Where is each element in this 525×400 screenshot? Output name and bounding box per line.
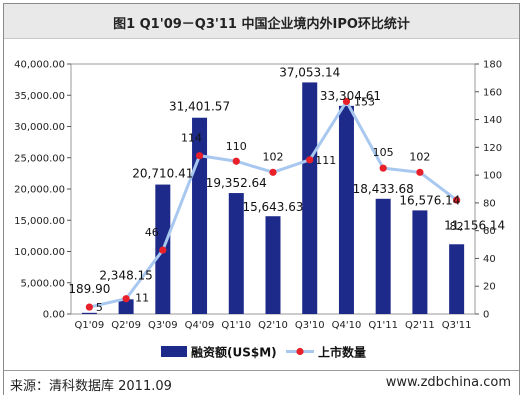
x-axis-category-label: Q4'10	[332, 320, 362, 331]
ipo-count-label: 102	[409, 150, 430, 163]
right-axis-tick-label: 40	[483, 254, 496, 265]
left-axis-tick-label: 15,000.00	[14, 216, 65, 227]
right-axis-tick-label: 80	[483, 198, 496, 209]
ipo-count-marker	[453, 196, 461, 204]
bar-funding	[265, 216, 281, 314]
ipo-count-marker	[159, 246, 167, 254]
bar-value-label: 20,710.41	[132, 167, 193, 181]
ipo-count-marker	[122, 295, 130, 303]
bar-funding	[375, 198, 391, 314]
ipo-count-label: 110	[226, 140, 247, 153]
bar-funding	[412, 210, 428, 314]
site-url: www.zdbchina.com	[385, 375, 511, 390]
legend-swatch-funding	[161, 346, 187, 357]
right-axis-tick-label: 60	[483, 226, 496, 237]
ipo-count-label: 111	[315, 154, 336, 167]
left-axis-tick-label: 0.00	[43, 310, 65, 321]
ipo-count-marker	[416, 168, 424, 176]
right-axis-tick-label: 20	[483, 282, 496, 293]
x-axis-category-label: Q2'11	[405, 320, 435, 331]
x-axis-category-label: Q4'09	[185, 320, 215, 331]
left-axis-tick-label: 35,000.00	[14, 91, 65, 102]
bar-funding	[338, 105, 354, 314]
right-axis-tick-label: 140	[483, 115, 502, 126]
ipo-count-label: 102	[263, 150, 284, 163]
bar-funding	[118, 299, 134, 314]
x-axis-category-label: Q2'10	[258, 320, 288, 331]
ipo-count-label: 114	[181, 132, 202, 145]
bar-value-label: 37,053.14	[279, 65, 340, 79]
left-axis-tick-label: 25,000.00	[14, 153, 65, 164]
bar-value-label: 33,304.61	[320, 89, 381, 103]
left-axis-tick-label: 5,000.00	[20, 278, 65, 289]
ipo-count-marker	[85, 303, 93, 311]
ipo-count-label: 82	[450, 220, 464, 233]
source-text: 来源：清科数据库 2011.09	[10, 379, 172, 394]
ipo-count-label: 11	[135, 292, 149, 305]
left-axis-tick-label: 40,000.00	[14, 60, 65, 71]
x-axis-category-label: Q3'09	[148, 320, 178, 331]
legend-label-count: 上市数量	[318, 345, 366, 360]
right-axis-tick-label: 120	[483, 143, 502, 154]
ipo-count-marker	[269, 168, 277, 176]
chart-canvas: 0.00 5,000.00 10,000.00 15,000.00 20,000.00 2…	[14, 60, 505, 360]
chart-title: 图1 Q1'09－Q3'11 中国企业境内外IPO环比统计	[113, 17, 410, 32]
bar-value-label: 19,352.64	[206, 176, 267, 190]
bar-value-label: 189.90	[68, 282, 110, 296]
left-axis-tick-label: 10,000.00	[14, 247, 65, 258]
left-axis-tick-label: 30,000.00	[14, 122, 65, 133]
chart-frame: 图1 Q1'09－Q3'11 中国企业境内外IPO环比统计 0.00 5,000.…	[3, 3, 520, 395]
ipo-count-label: 5	[96, 301, 103, 314]
ipo-count-label: 105	[373, 146, 394, 159]
right-axis-tick-label: 100	[483, 171, 502, 182]
x-axis-category-label: Q3'11	[442, 320, 472, 331]
right-axis-tick-label: 180	[483, 60, 502, 71]
ipo-count-marker	[306, 156, 314, 164]
bar-funding	[228, 193, 244, 314]
bar-funding	[192, 117, 208, 314]
left-axis-tick-label: 20,000.00	[14, 185, 65, 196]
bar-funding	[449, 244, 465, 314]
bar-funding	[81, 312, 97, 314]
bar-value-label: 15,643.63	[242, 200, 303, 214]
ipo-count-marker	[342, 97, 351, 106]
ipo-count-label: 153	[354, 96, 375, 109]
right-axis-tick-label: 160	[483, 87, 502, 98]
bar-value-label: 31,401.57	[169, 100, 230, 114]
ipo-count-marker	[232, 157, 240, 165]
ipo-count-marker	[379, 164, 387, 172]
ipo-count-marker	[195, 152, 204, 160]
bar-funding	[302, 82, 318, 314]
bar-value-label: 2,348.15	[99, 268, 152, 282]
footer: 来源：清科数据库 2011.09 www.zdbchina.com	[4, 370, 519, 395]
bar-value-label: 18,433.68	[353, 182, 414, 196]
x-axis-category-label: Q2'09	[111, 320, 141, 331]
x-axis-category-label: Q1'10	[221, 320, 251, 331]
bar-value-label: 11,156.14	[444, 218, 505, 232]
bar-value-label: 16,576.14	[399, 193, 460, 207]
x-axis-category-label: Q3'10	[295, 320, 325, 331]
legend-label-funding: 融资额(US$M)	[191, 345, 277, 360]
legend-swatch-marker	[296, 347, 304, 356]
x-axis-category-label: Q1'11	[368, 320, 398, 331]
title-bar: 图1 Q1'09－Q3'11 中国企业境内外IPO环比统计	[4, 4, 519, 39]
right-axis-tick-label: 0	[483, 310, 489, 321]
ipo-count-label: 46	[145, 226, 159, 239]
x-axis-category-label: Q1'09	[75, 320, 105, 331]
